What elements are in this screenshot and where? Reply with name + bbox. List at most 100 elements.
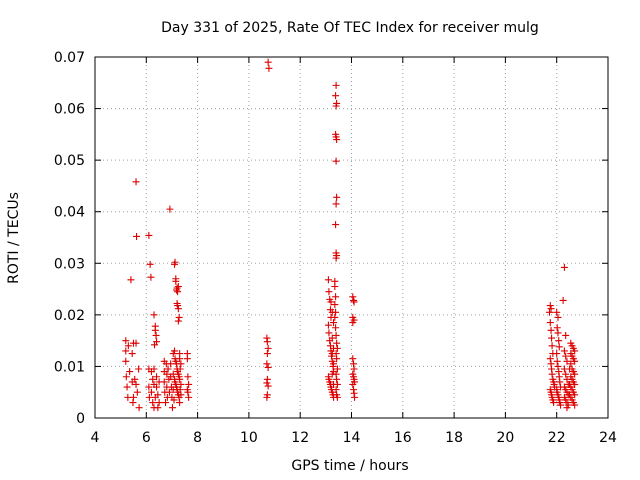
data-point: [553, 350, 561, 358]
data-point: [332, 81, 340, 89]
data-point: [177, 391, 185, 399]
x-tick-label: 16: [394, 430, 412, 446]
data-point: [126, 368, 134, 376]
data-point: [333, 375, 341, 383]
data-point: [169, 370, 177, 378]
data-point: [332, 92, 340, 100]
y-tick-label: 0.06: [54, 102, 85, 118]
data-point: [176, 365, 184, 373]
data-point: [546, 302, 554, 310]
data-point: [325, 288, 333, 296]
data-point: [333, 193, 341, 201]
data-point: [333, 393, 341, 401]
data-point: [571, 401, 579, 409]
data-point: [555, 337, 563, 345]
data-point: [123, 383, 131, 391]
data-point: [170, 396, 178, 404]
data-point: [149, 375, 157, 383]
data-point: [351, 393, 359, 401]
data-point: [151, 326, 159, 334]
data-point: [566, 391, 574, 399]
data-point: [559, 296, 567, 304]
data-point: [153, 383, 161, 391]
data-point: [328, 370, 336, 378]
data-point: [133, 388, 141, 396]
data-point: [555, 343, 563, 351]
y-tick-label: 0.01: [54, 359, 85, 375]
data-point: [129, 393, 137, 401]
data-point: [133, 232, 141, 240]
data-point: [350, 365, 358, 373]
data-point: [183, 355, 191, 363]
data-point: [132, 380, 140, 388]
data-point: [332, 293, 340, 301]
data-point: [333, 339, 341, 347]
data-point: [349, 319, 357, 327]
data-point: [333, 136, 341, 144]
data-point: [177, 380, 185, 388]
data-point: [550, 399, 558, 407]
x-tick-label: 12: [291, 430, 309, 446]
data-point: [563, 357, 571, 365]
data-point: [331, 313, 339, 321]
data-point: [135, 404, 143, 412]
data-point: [150, 404, 158, 412]
data-point: [168, 404, 176, 412]
data-point: [548, 334, 556, 342]
data-point: [349, 293, 357, 301]
data-point: [162, 399, 170, 407]
chart-title: Day 331 of 2025, Rate Of TEC Index for r…: [161, 20, 539, 36]
data-point: [167, 360, 175, 368]
data-point: [147, 388, 155, 396]
data-point: [330, 360, 338, 368]
y-tick-label: 0.07: [54, 50, 85, 66]
y-tick-label: 0.04: [54, 205, 85, 221]
data-point: [560, 347, 568, 355]
data-point: [265, 64, 273, 72]
data-point: [263, 360, 271, 368]
data-point: [173, 286, 181, 294]
data-point: [563, 404, 571, 412]
y-tick-label: 0.02: [54, 308, 85, 324]
data-point: [177, 360, 185, 368]
data-point: [152, 331, 160, 339]
data-point: [174, 305, 182, 313]
data-point: [124, 342, 132, 350]
data-point: [184, 373, 192, 381]
grid-lines: [95, 57, 608, 418]
y-axis-ticks: 0 0.01 0.02 0.03 0.04 0.05 0.06 0.07: [54, 50, 608, 427]
data-point: [149, 399, 157, 407]
data-point: [332, 221, 340, 229]
data-point: [567, 360, 575, 368]
data-point: [264, 344, 272, 352]
data-point: [155, 399, 163, 407]
data-point: [332, 254, 340, 262]
data-point: [122, 357, 130, 365]
data-point: [122, 373, 130, 381]
data-point: [332, 200, 340, 208]
data-point: [557, 401, 565, 409]
data-point: [263, 379, 271, 387]
data-point: [331, 282, 339, 290]
data-point: [546, 319, 554, 327]
data-point: [571, 357, 579, 365]
x-tick-label: 8: [193, 430, 202, 446]
x-tick-label: 6: [142, 430, 151, 446]
y-tick-label: 0.05: [54, 153, 85, 169]
data-point: [350, 298, 358, 306]
data-point: [264, 382, 272, 390]
data-point: [145, 231, 153, 239]
data-point: [146, 260, 154, 268]
data-point: [562, 331, 570, 339]
data-point: [169, 386, 177, 394]
data-point: [330, 344, 338, 352]
data-point: [185, 380, 193, 388]
data-point: [571, 370, 579, 378]
data-point: [333, 365, 341, 373]
data-point: [264, 58, 272, 66]
data-points: [122, 58, 579, 412]
data-point: [122, 347, 130, 355]
data-point: [324, 276, 332, 284]
data-point: [131, 375, 139, 383]
